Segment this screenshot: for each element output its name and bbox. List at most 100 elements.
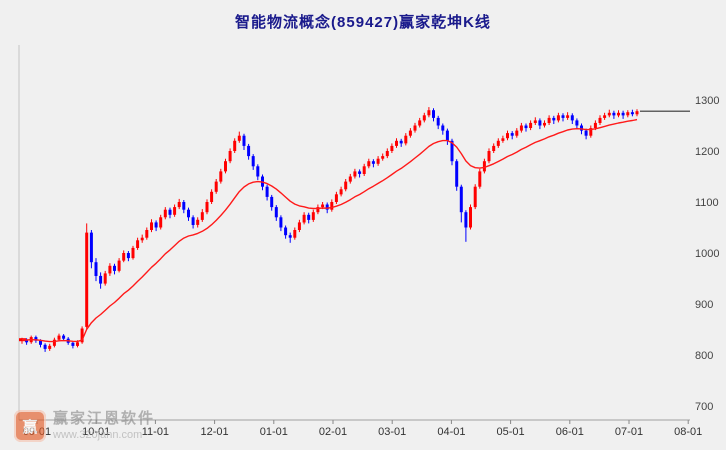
- x-axis-label: 03-01: [378, 426, 406, 438]
- watermark-text: 赢家江恩软件 www.320jann.com: [53, 410, 155, 442]
- candle-body: [94, 262, 98, 276]
- candle-body: [117, 260, 121, 271]
- candle-body: [506, 133, 509, 139]
- candle-body: [404, 135, 408, 144]
- candle-body: [621, 112, 625, 116]
- candle-body: [482, 161, 486, 172]
- candle-body: [529, 122, 533, 128]
- candle-body: [566, 115, 570, 118]
- candle-body: [445, 130, 449, 141]
- candle-body: [80, 328, 84, 343]
- candle-body: [381, 156, 385, 159]
- candle-body: [607, 112, 611, 116]
- candle-body: [593, 122, 597, 128]
- candle-body: [524, 125, 528, 129]
- candle-body: [339, 189, 343, 195]
- candle-body: [163, 209, 167, 218]
- candle-body: [274, 207, 278, 218]
- watermark-url: www.320jann.com: [53, 429, 143, 442]
- candle-body: [136, 240, 140, 248]
- candle-body: [376, 158, 380, 164]
- candle-body: [242, 135, 246, 146]
- candle-body: [168, 209, 172, 215]
- candle-body: [311, 212, 315, 220]
- candle-body: [297, 222, 301, 230]
- candle-body: [510, 133, 514, 136]
- x-axis-label: 01-01: [260, 426, 288, 438]
- candle-body: [501, 138, 505, 141]
- candle-body: [237, 135, 241, 141]
- candle-body: [265, 186, 269, 197]
- candle-body: [478, 171, 482, 187]
- candle-body: [395, 140, 398, 146]
- candle-body: [413, 125, 417, 131]
- x-axis-label: 12-01: [201, 426, 229, 438]
- candle-body: [140, 237, 144, 241]
- candle-body: [371, 161, 375, 164]
- candle-body: [334, 194, 338, 202]
- ma-line: [21, 118, 638, 343]
- candle-body: [302, 214, 306, 223]
- candle-body: [251, 156, 255, 167]
- x-axis-label: 06-01: [556, 426, 584, 438]
- candle-body: [159, 217, 163, 228]
- candle-body: [487, 151, 491, 162]
- candle-body: [200, 212, 204, 220]
- candle-body: [473, 186, 477, 208]
- y-axis-label: 1100: [695, 197, 719, 209]
- candle-body: [390, 145, 394, 151]
- candle-body: [561, 115, 565, 118]
- candle-body: [399, 140, 403, 144]
- candle-body: [358, 171, 362, 174]
- y-axis-label: 900: [695, 299, 713, 311]
- candle-body: [321, 204, 325, 208]
- candle-body: [353, 171, 357, 177]
- candle-body: [575, 120, 579, 126]
- candle-body: [43, 344, 47, 349]
- candle-body: [450, 140, 454, 162]
- candle-body: [219, 171, 223, 182]
- watermark: 赢 赢家江恩软件 www.320jann.com: [14, 410, 155, 442]
- candle-body: [538, 120, 542, 126]
- chart-title: 智能物流概念(859427)赢家乾坤K线: [235, 14, 491, 31]
- candle-body: [270, 196, 274, 208]
- candle-body: [25, 339, 29, 343]
- candle-body: [34, 337, 38, 341]
- candle-body: [543, 122, 546, 126]
- candle-body: [367, 161, 371, 167]
- candle-body: [344, 181, 348, 190]
- candle-body: [228, 151, 232, 162]
- candle-body: [187, 209, 190, 218]
- y-axis-label: 800: [695, 350, 713, 362]
- winner-logo-glyph: 赢: [22, 418, 38, 436]
- x-axis-label: 04-01: [437, 426, 465, 438]
- candle-body: [617, 112, 620, 116]
- candle-body: [492, 145, 496, 151]
- candle-body: [533, 120, 537, 123]
- candle-body: [182, 202, 186, 210]
- candle-body: [307, 214, 311, 220]
- candle-body: [205, 202, 209, 213]
- y-axis-label: 1200: [695, 146, 719, 158]
- candle-body: [122, 253, 126, 261]
- candle-body: [210, 191, 214, 202]
- candle-body: [316, 207, 320, 213]
- candle-body: [103, 273, 107, 284]
- candle-body: [131, 247, 135, 259]
- candle-body: [455, 161, 459, 187]
- candle-body: [325, 204, 329, 210]
- candle-body: [62, 335, 66, 339]
- winner-logo-icon: 赢: [14, 410, 46, 442]
- x-axis-label: 08-01: [674, 426, 702, 438]
- candle-body: [214, 181, 218, 192]
- candle-body: [71, 342, 75, 346]
- x-axis-label: 07-01: [615, 426, 643, 438]
- candle-body: [441, 125, 445, 131]
- candle-body: [515, 130, 519, 136]
- candle-body: [547, 117, 551, 123]
- candle-body: [408, 130, 412, 136]
- candle-body: [348, 176, 352, 182]
- candle-body: [233, 140, 237, 151]
